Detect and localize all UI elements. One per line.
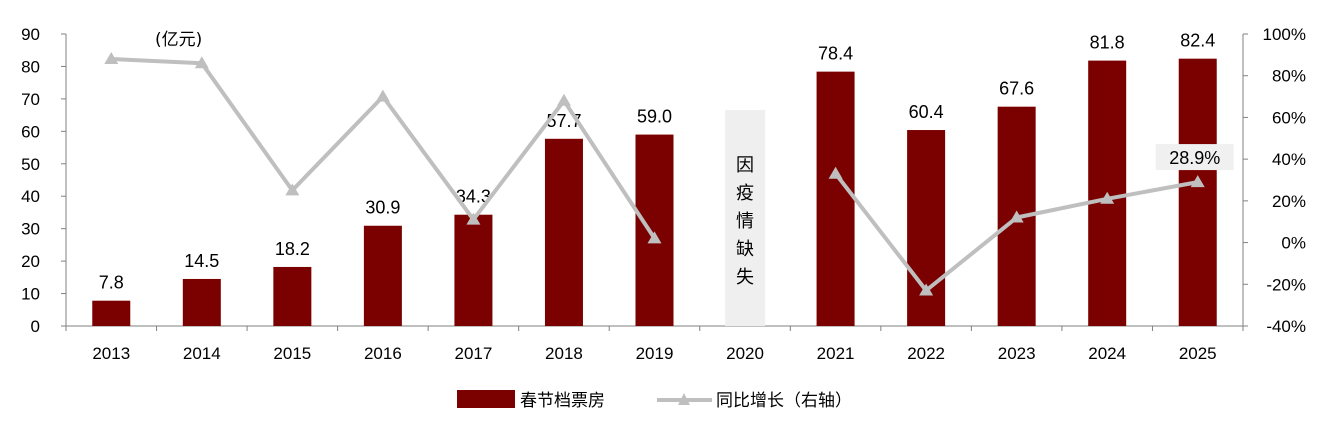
growth-point — [104, 52, 119, 65]
left-tick-label: 80 — [21, 57, 40, 76]
bar-value-label: 14.5 — [184, 251, 219, 271]
x-tick-label: 2023 — [998, 344, 1036, 363]
left-tick-label: 40 — [21, 187, 40, 206]
bar — [92, 300, 131, 326]
bar — [363, 225, 402, 326]
growth-point — [1190, 175, 1205, 188]
growth-point — [466, 212, 481, 225]
left-tick-label: 10 — [21, 285, 40, 304]
x-tick-label: 2013 — [92, 344, 130, 363]
growth-point — [1100, 191, 1115, 204]
right-tick-label: 100% — [1263, 25, 1306, 44]
bar — [182, 278, 221, 326]
bar-value-label: 67.6 — [999, 79, 1034, 99]
missing-note-char: 失 — [736, 267, 754, 288]
missing-note-char: 因 — [736, 155, 754, 176]
bar-value-labels: 7.814.518.230.934.357.7 59.078.460.467.68… — [99, 31, 1216, 293]
left-tick-label: 20 — [21, 252, 40, 271]
bar — [544, 138, 583, 326]
missing-note-char: 疫 — [736, 183, 754, 204]
x-tick-label: 2018 — [545, 344, 583, 363]
bar-value-label: 59.0 — [637, 107, 672, 127]
left-tick-label: 90 — [21, 25, 40, 44]
bar-value-label: 81.8 — [1090, 33, 1125, 53]
legend-bar-label: 春节档票房 — [520, 391, 605, 411]
bar — [454, 214, 493, 326]
right-tick-label: -20% — [1266, 275, 1306, 294]
right-tick-label: 20% — [1272, 192, 1306, 211]
bar-value-label: 78.4 — [818, 44, 853, 64]
x-tick-label: 2025 — [1179, 344, 1217, 363]
right-axis: -40% -20% 0% 20% 40% 60% 80% 100% — [1242, 25, 1306, 336]
left-tick-label: 60 — [21, 122, 40, 141]
bar — [635, 134, 674, 326]
x-tick-label: 2020 — [726, 344, 764, 363]
unit-label: (亿元) — [155, 30, 202, 50]
right-tick-label: -40% — [1266, 317, 1306, 336]
left-tick-label: 30 — [21, 220, 40, 239]
growth-point — [556, 93, 571, 106]
bar-value-label: 82.4 — [1180, 31, 1215, 51]
bar — [907, 130, 946, 326]
bar — [816, 71, 855, 326]
bar — [1178, 58, 1217, 326]
bar-value-label: 7.8 — [99, 273, 124, 293]
legend-line-label: 同比增长（右轴） — [716, 391, 852, 411]
bar-value-label: 30.9 — [365, 198, 400, 218]
growth-point — [285, 183, 300, 196]
growth-point — [375, 89, 390, 102]
growth-point — [919, 283, 934, 296]
x-tick-label: 2014 — [183, 344, 221, 363]
bar-series — [92, 58, 1217, 327]
x-tick-label: 2019 — [636, 344, 674, 363]
right-tick-label: 0% — [1281, 234, 1306, 253]
growth-annotation-box — [1155, 144, 1234, 171]
legend-line-marker — [678, 393, 690, 405]
left-tick-label: 70 — [21, 90, 40, 109]
x-tick-label: 2017 — [455, 344, 493, 363]
growth-point — [1009, 210, 1024, 223]
missing-note-char: 情 — [736, 211, 754, 232]
x-axis: 2013 2014 2015 2016 2017 2018 2019 2020 2021 2022… — [65, 325, 1244, 363]
x-tick-label: 2024 — [1088, 344, 1126, 363]
growth-point — [647, 231, 662, 244]
right-tick-label: 60% — [1272, 108, 1306, 127]
x-tick-label: 2021 — [817, 344, 855, 363]
missing-note-char: 缺 — [736, 239, 754, 260]
bar — [273, 266, 312, 326]
x-tick-label: 2016 — [364, 344, 402, 363]
left-axis: 0 10 20 30 40 50 60 70 80 90 — [21, 25, 67, 336]
left-tick-label: 0 — [31, 317, 40, 336]
legend: 春节档票房 同比增长（右轴） — [457, 390, 852, 411]
right-tick-label: 80% — [1272, 67, 1306, 86]
bar-value-label: 34.3 — [456, 187, 491, 207]
missing-note-box — [725, 110, 766, 326]
right-tick-label: 40% — [1272, 150, 1306, 169]
bar-value-label: 18.2 — [275, 239, 310, 259]
bar-value-label: 60.4 — [909, 102, 944, 122]
x-tick-label: 2015 — [273, 344, 311, 363]
growth-line-series — [104, 52, 1205, 296]
growth-point — [828, 166, 843, 179]
growth-annotation-label: 28.9% — [1169, 148, 1220, 168]
legend-bar-swatch — [457, 390, 515, 408]
left-tick-label: 50 — [21, 155, 40, 174]
growth-annotation: 28.9% — [1155, 144, 1234, 171]
x-tick-label: 2022 — [907, 344, 945, 363]
growth-point — [194, 56, 209, 69]
